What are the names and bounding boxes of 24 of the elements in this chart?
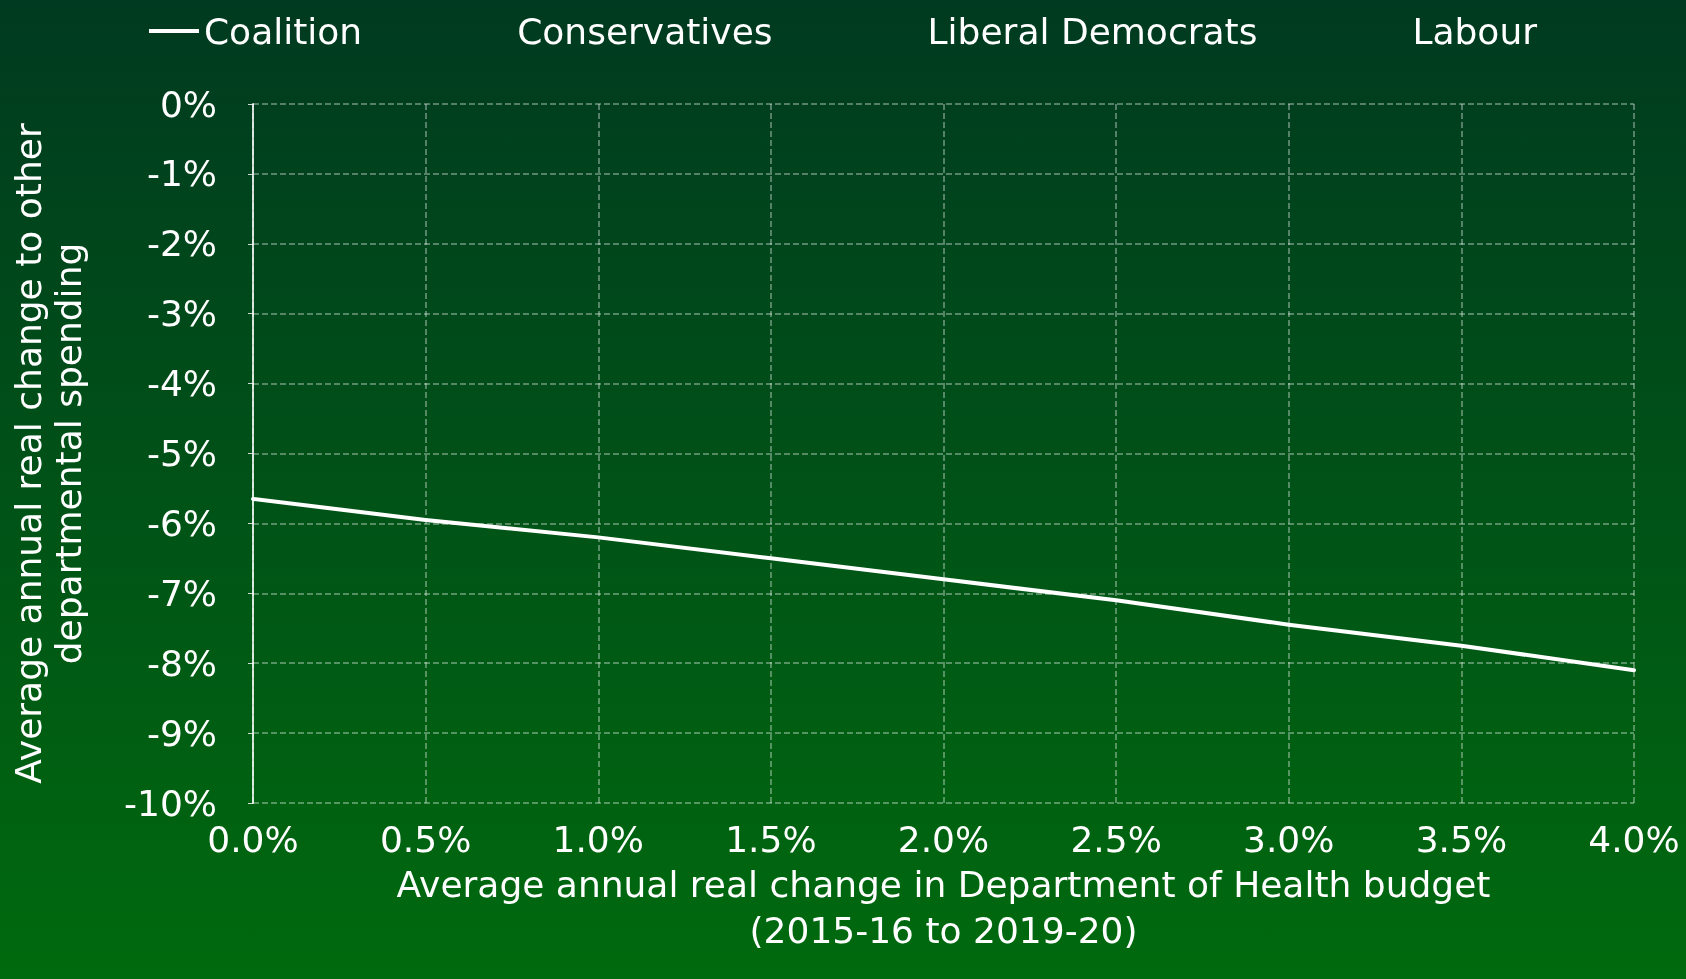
x-tick-label: 3.5%: [1415, 818, 1508, 860]
x-tick-label: 4.0%: [1588, 818, 1680, 860]
y-tick-label: 0%: [159, 83, 217, 125]
legend-label: Coalition: [203, 10, 363, 52]
y-tick-label: -2%: [146, 223, 217, 265]
y-tick-label: -8%: [146, 642, 217, 684]
x-tick-label: 1.0%: [552, 818, 644, 860]
y-tick-label: -7%: [146, 572, 217, 614]
y-tick-label: -1%: [146, 153, 217, 195]
y-tick-label: -5%: [146, 433, 217, 474]
text: Conservatives: [517, 10, 773, 52]
text: Liberal Democrats: [927, 10, 1258, 52]
y-axis-title: Average annual real change to other departmental spending: [7, 123, 89, 784]
y-tick-label: -6%: [146, 502, 217, 544]
x-tick-label: 0.5%: [379, 818, 472, 860]
y-tick-label: -9%: [146, 712, 217, 754]
x-tick-label: 2.0%: [897, 818, 990, 860]
y-tick-label: -4%: [146, 363, 217, 405]
x-axis-title: Average annual real change in Department of Health budget (2015-16 to 2019-20): [396, 864, 1491, 952]
x-tick-label: 2.5%: [1070, 818, 1162, 860]
text: Labour: [1412, 10, 1538, 52]
x-tick-label: 3.0%: [1243, 818, 1335, 860]
x-tick-label: 1.5%: [725, 818, 817, 860]
y-tick-label: -3%: [146, 293, 217, 335]
